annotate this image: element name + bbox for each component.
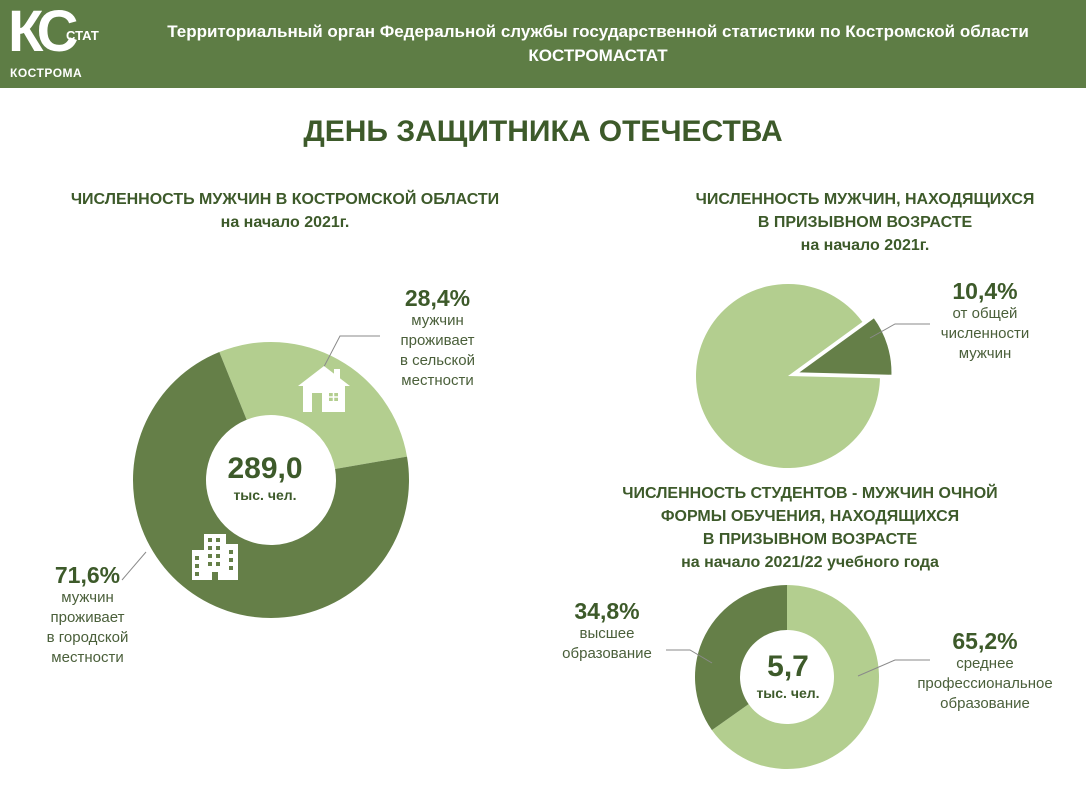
logo-letters: КС [8,0,78,64]
chart-3-unit: тыс. чел. [756,685,820,701]
slice-big[interactable] [696,284,880,469]
higher-ed-percent: 34,8% [574,598,640,624]
chart-2-title-line-2: В ПРИЗЫВНОМ ВОЗРАСТЕ [757,214,973,231]
rural-desc-3: в сельской [400,352,475,369]
chart-3-total: 5,7 [767,650,809,683]
logo-stat: СТАТ [66,28,99,43]
chart-1-title: ЧИСЛЕННОСТЬ МУЖЧИН В КОСТРОМСКОЙ ОБЛАСТИ… [20,188,550,234]
chart-3-title-line-4: на начало 2021/22 учебного года [681,554,939,571]
urban-desc-4: местности [51,649,124,666]
conscript-desc-2: численности [940,325,1030,342]
label-rural: 28,4% мужчин проживает в сельской местно… [370,285,505,391]
rural-desc-4: местности [401,372,474,389]
label-urban: 71,6% мужчин проживает в городской местн… [20,562,155,668]
leader-line-conscript [869,323,930,339]
urban-desc-1: мужчин [61,589,114,606]
urban-desc-2: проживает [50,609,125,626]
header-line-1: Территориальный орган Федеральной службы… [167,22,1029,41]
house-icon [298,366,350,412]
leader-line-higher-ed [666,649,713,664]
chart-3-title: ЧИСЛЕННОСТЬ СТУДЕНТОВ - МУЖЧИН ОЧНОЙ ФОР… [560,482,1060,574]
label-vocational-ed: 65,2% среднее профессиональное образован… [895,628,1075,714]
chart-1-title-line-1: ЧИСЛЕННОСТЬ МУЖЧИН В КОСТРОМСКОЙ ОБЛАСТИ [70,191,500,208]
conscript-desc-1: от общей [952,305,1018,322]
vocational-ed-desc-2: профессиональное [917,675,1053,692]
building-icon [192,534,238,580]
chart-2-title-line-3: на начало 2021г. [800,237,930,254]
label-conscript: 10,4% от общей численности мужчин [920,278,1050,364]
rural-percent: 28,4% [404,285,471,311]
header-bar: КС СТАТ КОСТРОМА Территориальный орган Ф… [0,0,1086,88]
page-title: ДЕНЬ ЗАЩИТНИКА ОТЕЧЕСТВА [303,115,783,148]
vocational-ed-desc-1: среднее [956,655,1014,672]
logo-city: КОСТРОМА [10,66,83,80]
label-higher-ed: 34,8% высшее образование [542,598,672,664]
leader-line-urban [121,551,147,581]
chart-3-title-line-2: ФОРМЫ ОБУЧЕНИЯ, НАХОДЯЩИХСЯ [660,508,960,525]
header-line-2: КОСТРОМАСТАТ [528,46,668,65]
conscript-percent: 10,4% [952,278,1018,304]
kostromastat-logo[interactable]: КС СТАТ КОСТРОМА [8,0,99,84]
higher-ed-desc-2: образование [562,645,652,662]
chart-2-title-line-1: ЧИСЛЕННОСТЬ МУЖЧИН, НАХОДЯЩИХСЯ [695,191,1035,208]
leader-line-vocational-ed [857,659,930,677]
chart-3-donut [695,585,880,769]
conscript-desc-3: мужчин [958,345,1012,362]
chart-1-center-value: 289,0 тыс. чел. [205,452,325,504]
higher-ed-desc-1: высшее [579,625,635,642]
vocational-ed-percent: 65,2% [952,628,1018,654]
urban-percent: 71,6% [54,562,121,588]
chart-2-title: ЧИСЛЕННОСТЬ МУЖЧИН, НАХОДЯЩИХСЯ В ПРИЗЫВ… [660,188,1070,257]
vocational-ed-desc-3: образование [940,695,1030,712]
chart-2-pie [696,284,892,469]
chart-3-title-line-1: ЧИСЛЕННОСТЬ СТУДЕНТОВ - МУЖЧИН ОЧНОЙ [622,485,998,502]
rural-desc-1: мужчин [411,312,464,329]
chart-1-unit: тыс. чел. [233,487,297,503]
chart-3-title-line-3: В ПРИЗЫВНОМ ВОЗРАСТЕ [702,531,918,548]
rural-desc-2: проживает [400,332,475,349]
chart-1-total: 289,0 [227,452,303,485]
slice-vocational-ed[interactable] [711,585,880,769]
chart-1-title-line-2: на начало 2021г. [220,214,350,231]
header-title: Территориальный орган Федеральной службы… [110,20,1086,68]
chart-3-center-value: 5,7 тыс. чел. [728,650,848,702]
slice-conscript[interactable] [799,318,892,375]
slice-higher-ed[interactable] [695,585,787,731]
urban-desc-3: в городской [46,629,129,646]
